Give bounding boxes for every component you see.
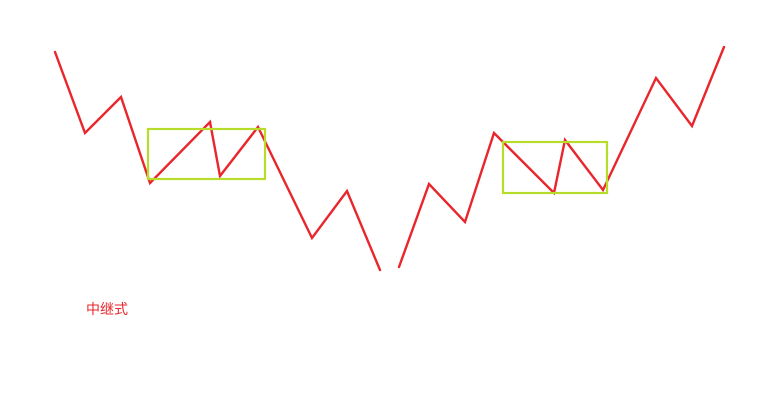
pattern-caption: 中继式 <box>86 302 128 318</box>
left-consolidation-box <box>146 127 267 181</box>
right-consolidation-box <box>501 140 609 195</box>
left-price-line <box>53 50 382 272</box>
right-price-line <box>397 45 726 269</box>
